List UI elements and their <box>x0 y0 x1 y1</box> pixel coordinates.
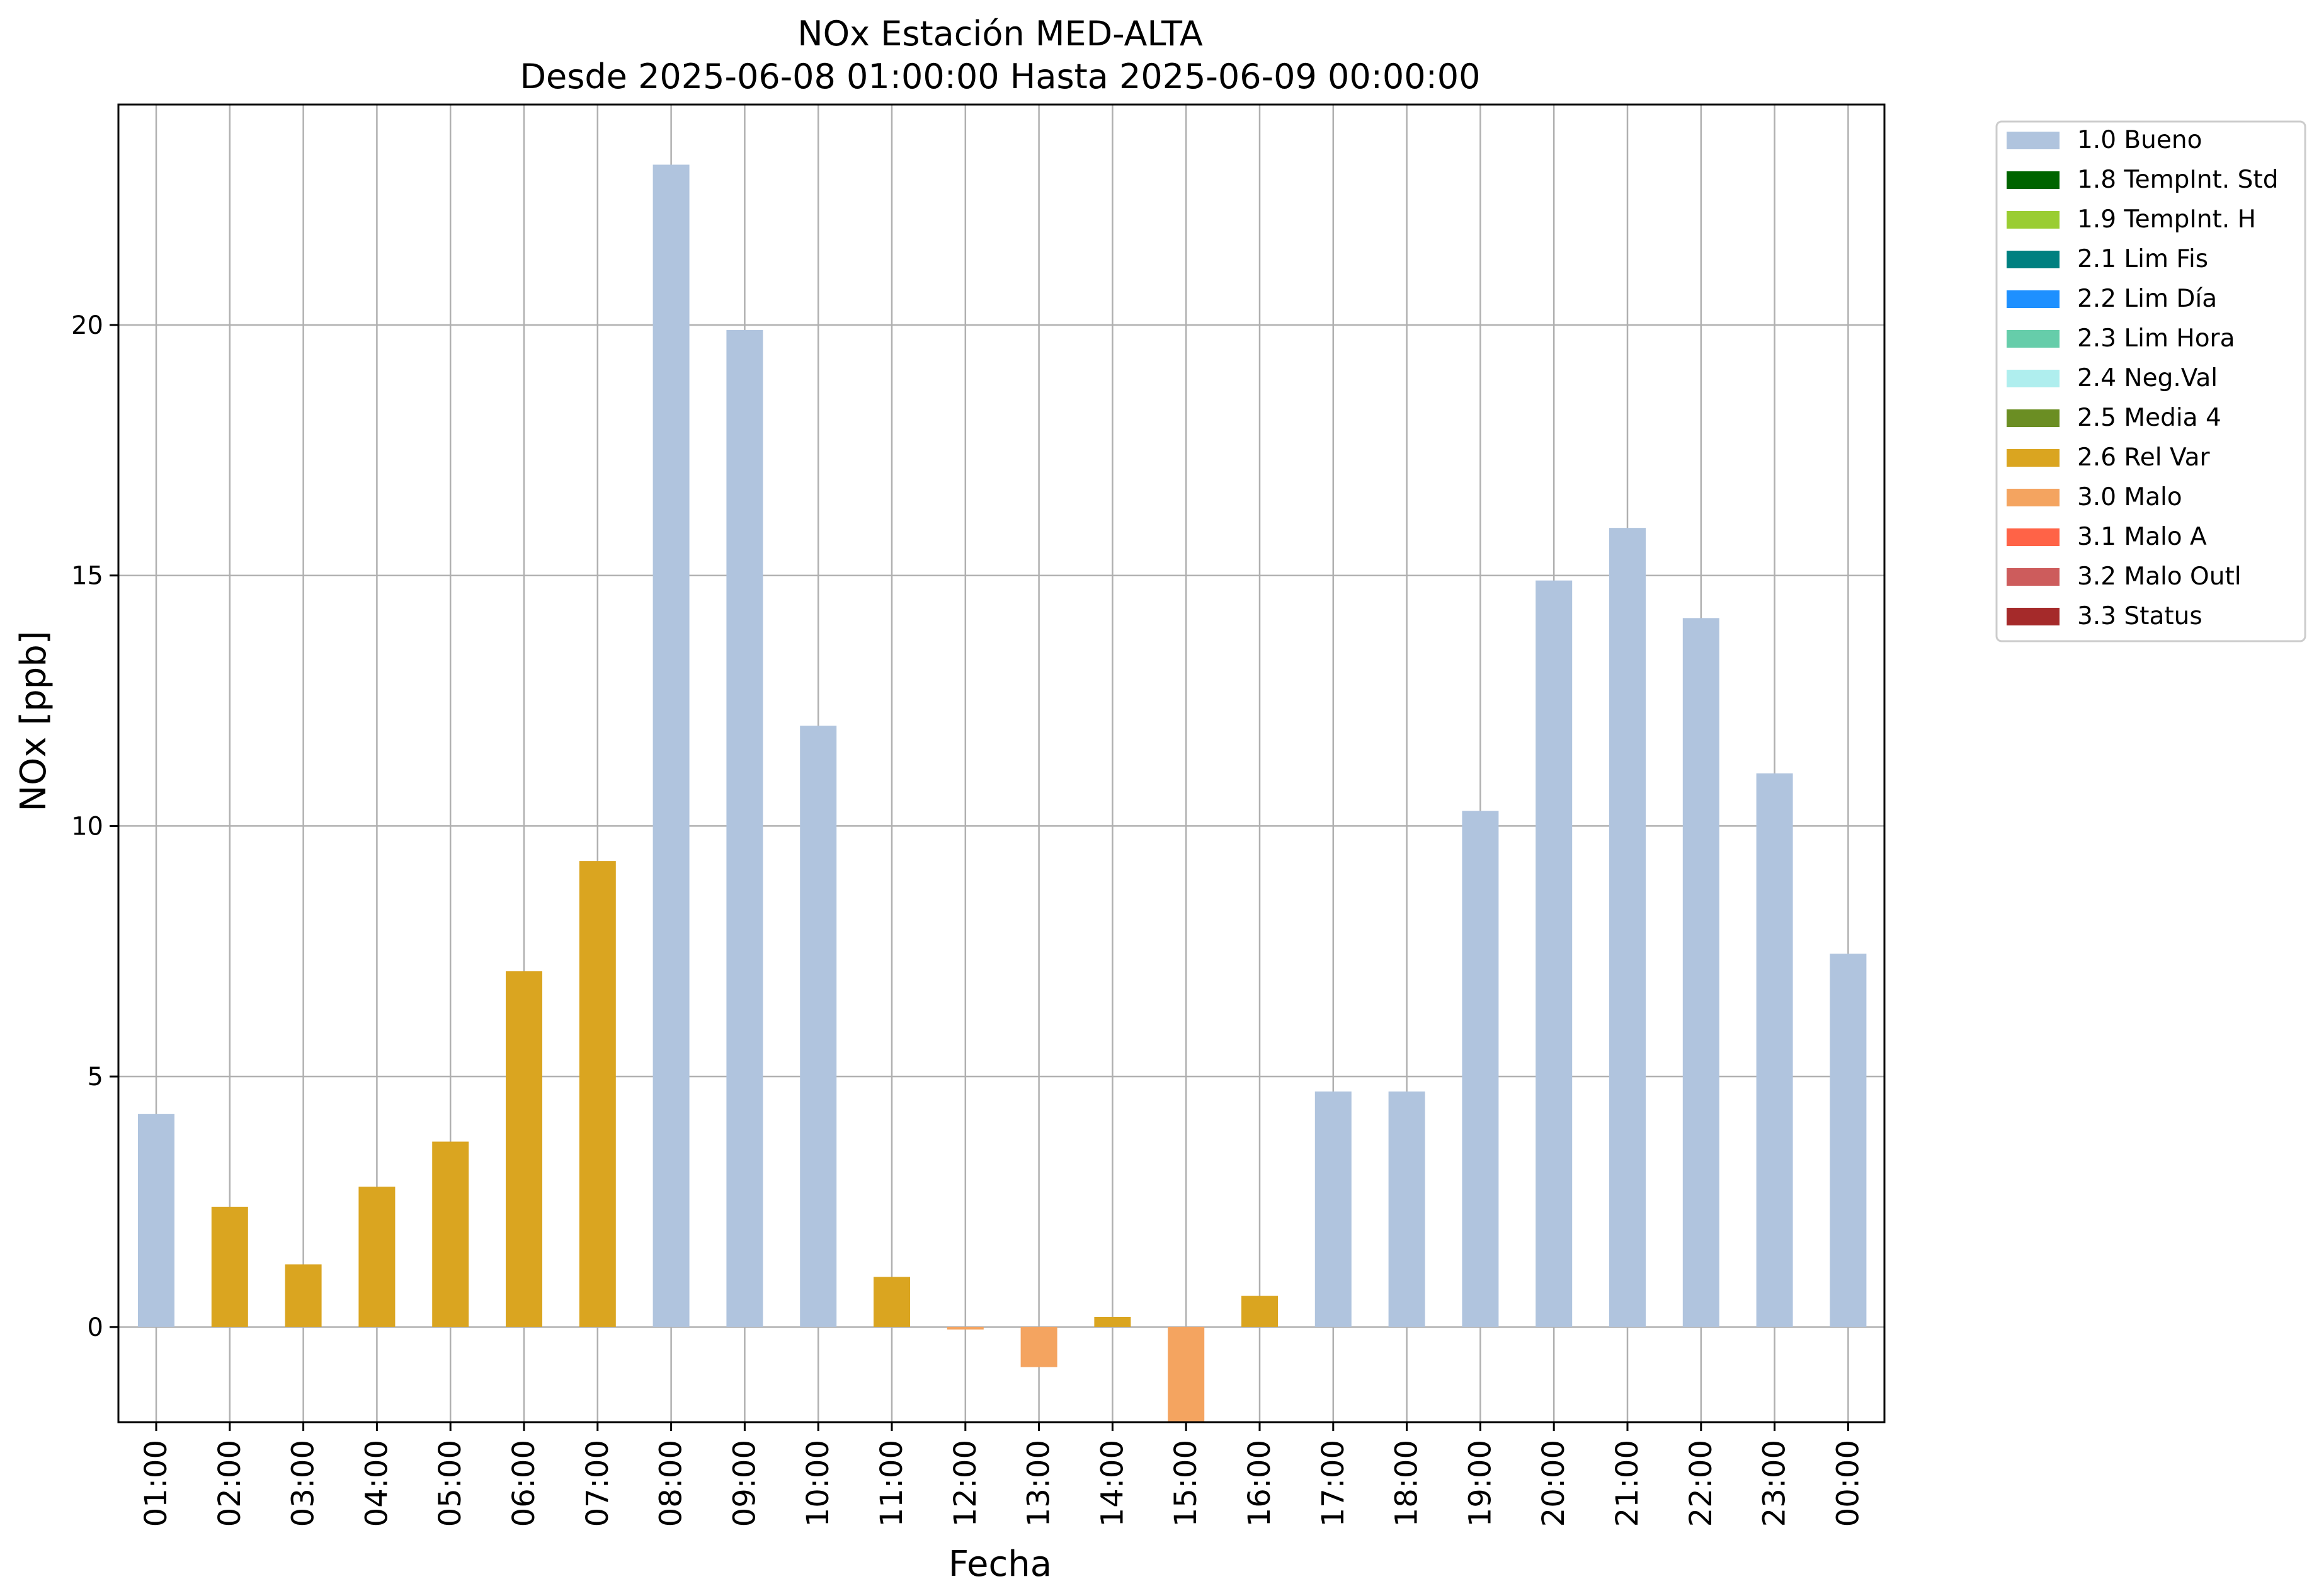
legend-label: 2.5 Media 4 <box>2077 404 2221 432</box>
x-tick-label: 12:00 <box>948 1440 983 1527</box>
legend-label: 3.1 Malo A <box>2077 523 2207 551</box>
legend-swatch <box>2007 251 2060 268</box>
bar-00:00 <box>1830 954 1867 1327</box>
bar-16:00 <box>1241 1296 1278 1327</box>
bar-23:00 <box>1756 773 1793 1327</box>
legend-label: 1.0 Bueno <box>2077 126 2202 154</box>
bar-19:00 <box>1462 811 1499 1327</box>
bar-10:00 <box>800 726 837 1327</box>
bars <box>138 164 1867 1422</box>
bar-13:00 <box>1020 1326 1057 1367</box>
bar-03:00 <box>285 1264 322 1327</box>
x-tick-label: 21:00 <box>1610 1440 1645 1527</box>
x-tick-label: 02:00 <box>212 1440 248 1527</box>
legend-label: 3.2 Malo Outl <box>2077 562 2242 591</box>
legend-swatch <box>2007 568 2060 586</box>
x-tick-label: 06:00 <box>506 1440 542 1527</box>
x-tick-label: 13:00 <box>1022 1440 1057 1527</box>
y-axis-label: NOx [ppb] <box>13 630 54 811</box>
bar-07:00 <box>579 861 616 1327</box>
legend-swatch <box>2007 409 2060 427</box>
bar-14:00 <box>1094 1316 1131 1327</box>
x-tick-label: 10:00 <box>801 1440 836 1527</box>
x-tick-label: 18:00 <box>1389 1440 1425 1527</box>
bar-11:00 <box>874 1277 910 1327</box>
legend-label: 2.6 Rel Var <box>2077 443 2211 472</box>
legend-label: 3.0 Malo <box>2077 483 2182 511</box>
bar-01:00 <box>138 1114 174 1327</box>
legend-swatch <box>2007 489 2060 506</box>
x-tick-label: 04:00 <box>359 1440 394 1527</box>
x-tick-label: 23:00 <box>1757 1440 1792 1527</box>
bar-18:00 <box>1388 1092 1425 1327</box>
bar-08:00 <box>652 164 690 1327</box>
y-tick-label: 0 <box>88 1313 103 1342</box>
legend-swatch <box>2007 211 2060 229</box>
chart-title: NOx Estación MED-ALTA <box>797 14 1203 54</box>
x-tick-label: 01:00 <box>139 1440 174 1527</box>
y-tick-label: 20 <box>71 311 103 340</box>
legend-swatch <box>2007 608 2060 625</box>
legend-label: 2.3 Lim Hora <box>2077 324 2235 353</box>
y-tick-label: 10 <box>71 812 103 841</box>
legend-swatch <box>2007 449 2060 467</box>
x-tick-label: 05:00 <box>433 1440 468 1527</box>
legend: 1.0 Bueno 1.8 TempInt. Std 1.9 TempInt. H 2… <box>1995 120 2306 642</box>
bar-21:00 <box>1609 528 1646 1327</box>
bar-15:00 <box>1168 1326 1205 1422</box>
x-tick-label: 07:00 <box>580 1440 615 1527</box>
y-axis-ticks: 0 5 10 15 20 <box>71 311 118 1342</box>
x-tick-label: 20:00 <box>1536 1440 1571 1527</box>
bar-05:00 <box>432 1141 469 1327</box>
chart-subtitle: Desde 2025-06-08 01:00:00 Hasta 2025-06-… <box>520 57 1480 96</box>
y-tick-label: 15 <box>71 562 103 591</box>
bar-20:00 <box>1536 580 1573 1327</box>
x-tick-label: 15:00 <box>1168 1440 1204 1527</box>
x-tick-label: 11:00 <box>874 1440 909 1527</box>
legend-swatch <box>2007 290 2060 308</box>
plot-frame <box>117 103 1886 1423</box>
legend-label: 2.2 Lim Día <box>2077 285 2217 313</box>
legend-label: 1.8 TempInt. Std <box>2077 166 2278 194</box>
legend-label: 3.3 Status <box>2077 602 2202 630</box>
x-tick-label: 16:00 <box>1242 1440 1277 1527</box>
x-tick-label: 03:00 <box>286 1440 321 1527</box>
x-tick-label: 22:00 <box>1684 1440 1719 1527</box>
x-tick-label: 14:00 <box>1095 1440 1130 1527</box>
legend-label: 2.1 Lim Fis <box>2077 245 2208 273</box>
x-axis-ticks: 01:00 02:00 03:00 04:00 05:00 06:00 07:00 08:00… <box>139 1422 1866 1527</box>
legend-swatch <box>2007 370 2060 387</box>
x-tick-label: 09:00 <box>727 1440 762 1527</box>
bar-09:00 <box>726 329 763 1327</box>
legend-swatch <box>2007 528 2060 546</box>
legend-label: 2.4 Neg.Val <box>2077 364 2218 392</box>
legend-swatch <box>2007 171 2060 189</box>
legend-label: 1.9 TempInt. H <box>2077 205 2256 234</box>
x-axis-label: Fecha <box>949 1544 1052 1585</box>
bar-06:00 <box>506 971 542 1327</box>
legend-frame <box>1995 120 2306 642</box>
bar-04:00 <box>358 1187 396 1327</box>
bar-22:00 <box>1682 618 1719 1327</box>
x-tick-label: 17:00 <box>1316 1440 1351 1527</box>
legend-swatch <box>2007 132 2060 149</box>
x-tick-label: 08:00 <box>654 1440 689 1527</box>
bar-02:00 <box>211 1206 248 1327</box>
legend-swatch <box>2007 330 2060 348</box>
x-tick-label: 00:00 <box>1830 1440 1866 1527</box>
x-tick-label: 19:00 <box>1462 1440 1498 1527</box>
y-tick-label: 5 <box>88 1063 103 1092</box>
bar-12:00 <box>947 1326 984 1330</box>
bar-17:00 <box>1314 1092 1352 1327</box>
